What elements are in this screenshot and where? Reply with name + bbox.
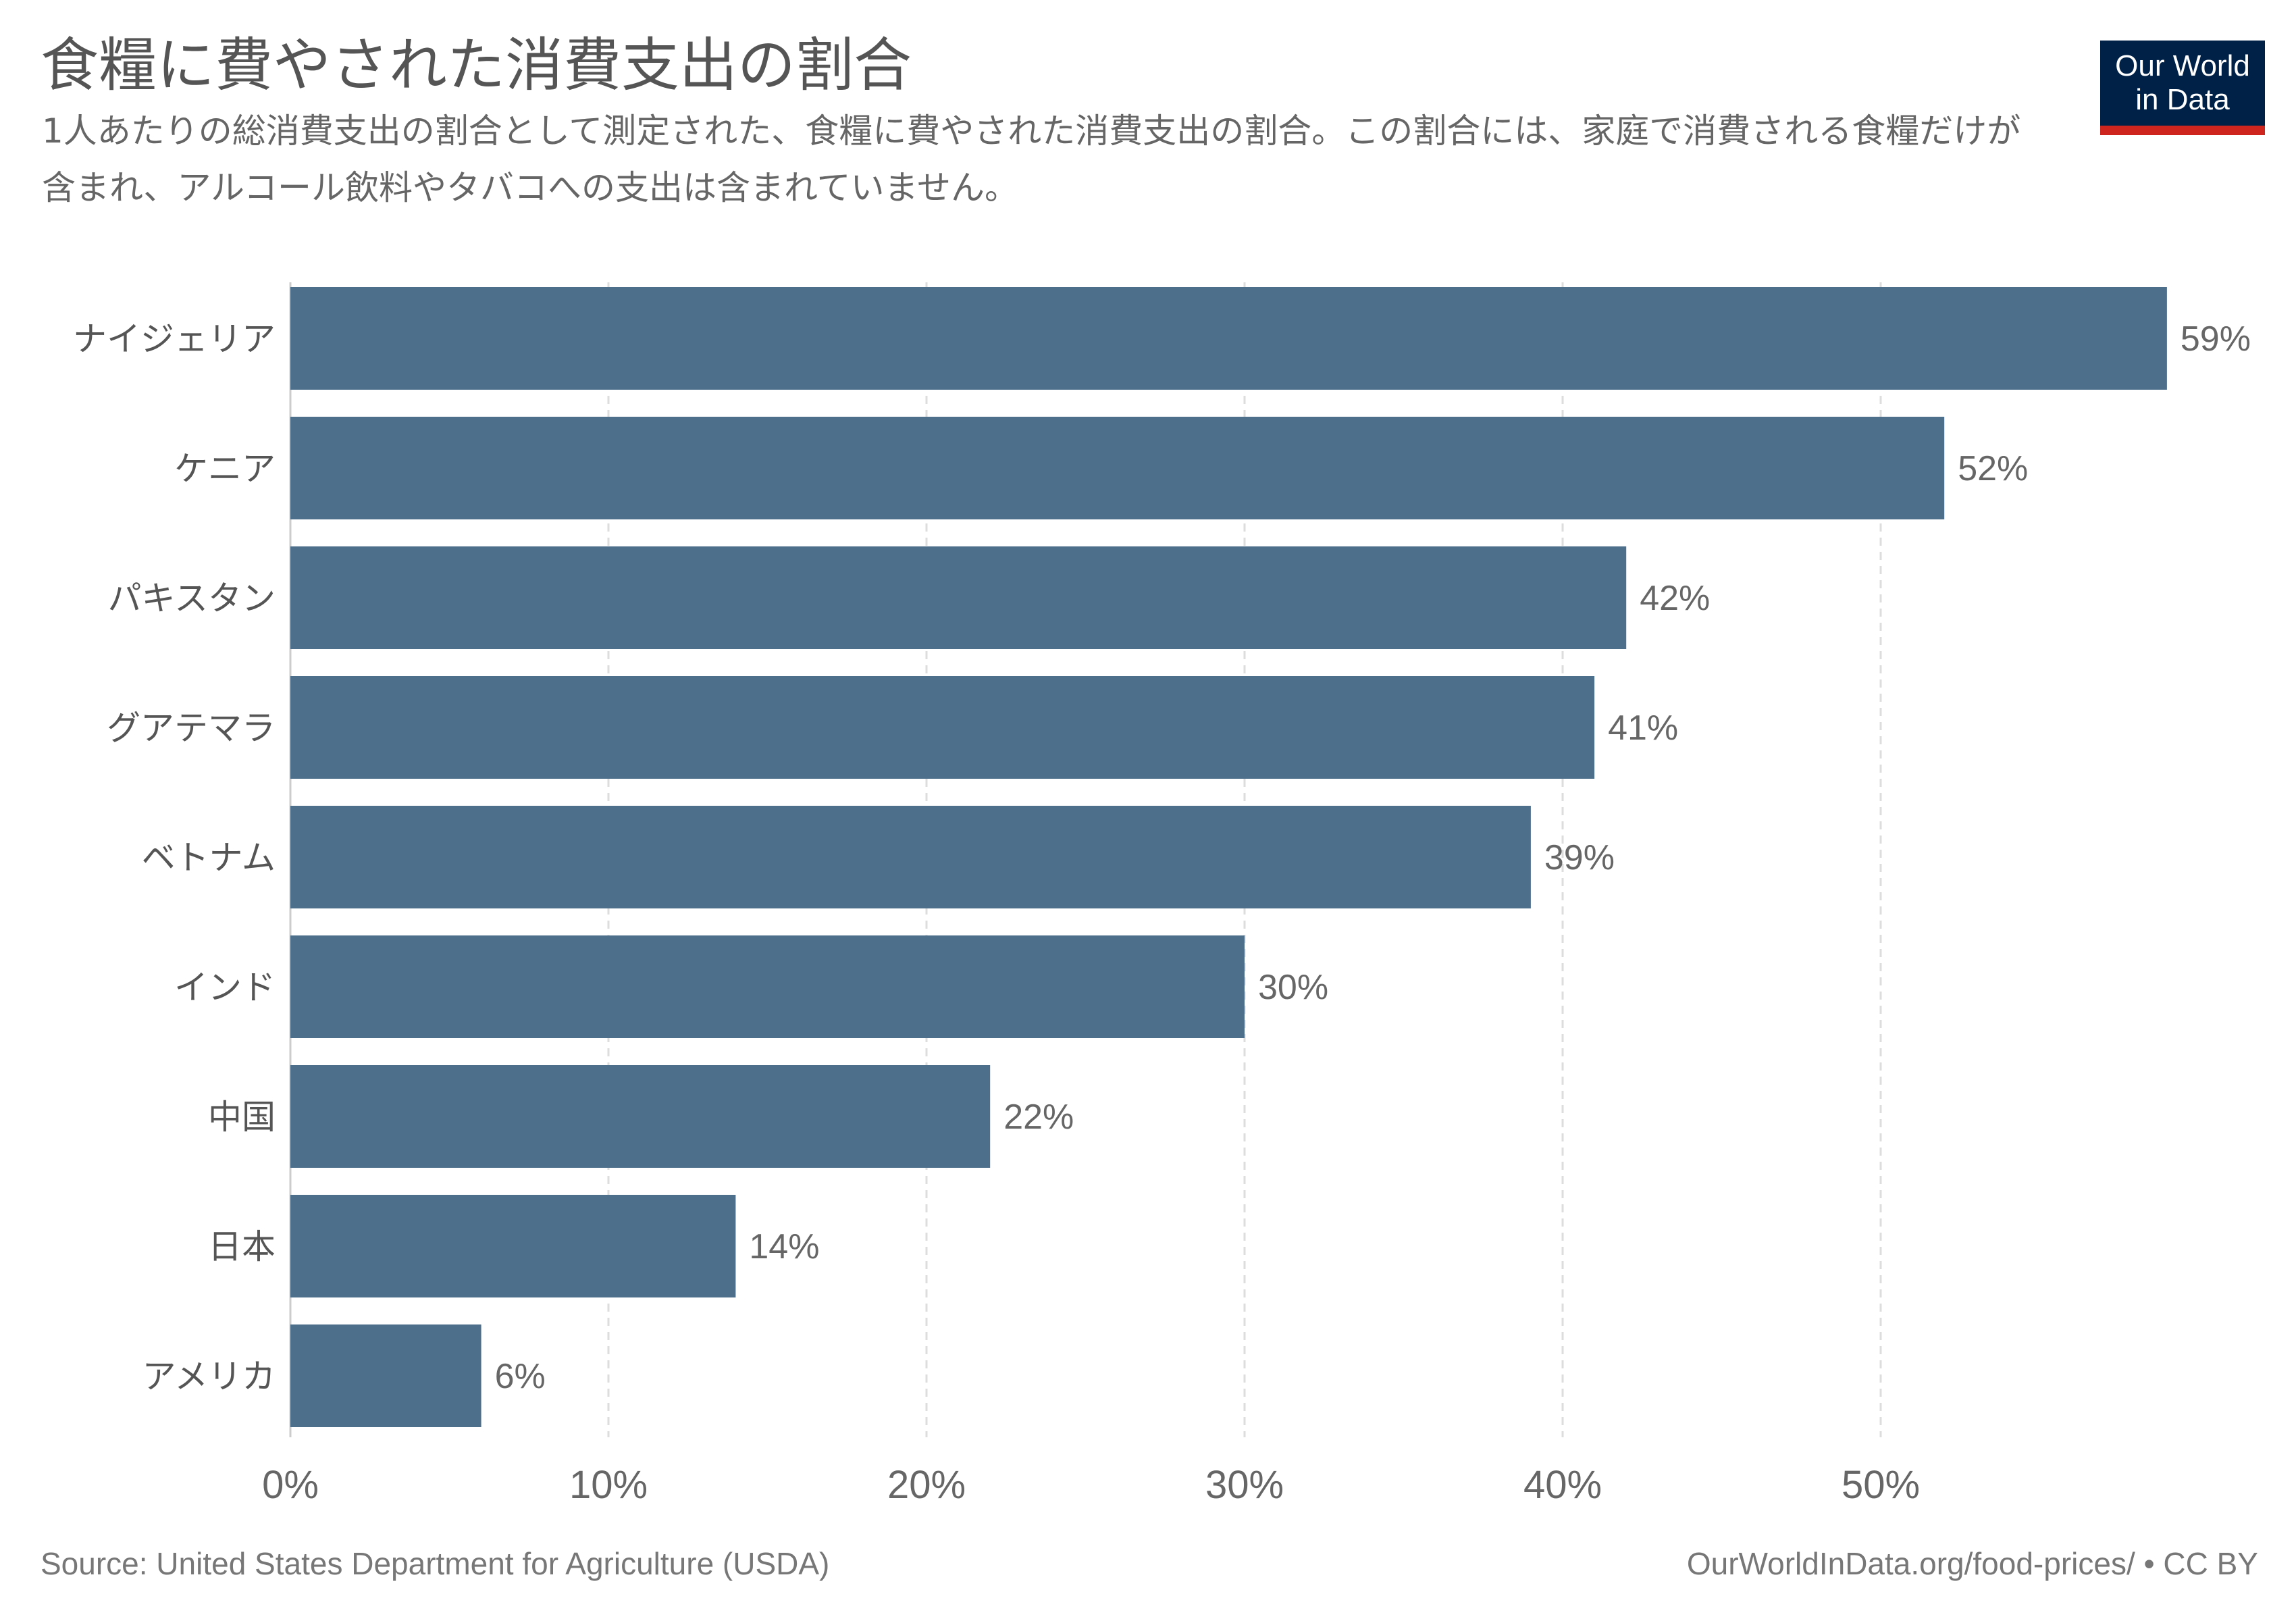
category-label: 日本 <box>208 1227 276 1266</box>
bar-7 <box>290 1195 736 1297</box>
labels: 0% 10% 20% 30% 40% 50% ナイジェリア 59% ケニア 52% パキスタン 42%… <box>73 319 2251 1507</box>
bar-8 <box>290 1324 481 1427</box>
x-tick-label: 30% <box>1205 1463 1284 1507</box>
x-tick-label: 50% <box>1842 1463 1920 1507</box>
license-note[interactable]: OurWorldInData.org/food-prices/ • CC BY <box>1686 1546 2258 1581</box>
value-label: 30% <box>1258 968 1328 1007</box>
chart-title: 食糧に費やされた消費支出の割合 <box>41 32 912 99</box>
bar-5 <box>290 935 1245 1038</box>
x-tick-label: 20% <box>887 1463 966 1507</box>
bar-6 <box>290 1065 991 1168</box>
bar-2 <box>290 546 1627 649</box>
source-note[interactable]: Source: United States Department for Agr… <box>41 1546 830 1581</box>
value-label: 59% <box>2181 319 2251 359</box>
category-label: インド <box>174 968 276 1007</box>
x-tick-label: 40% <box>1523 1463 1602 1507</box>
category-label: パキスタン <box>108 579 276 618</box>
value-label: 52% <box>1958 449 2028 488</box>
x-tick-label: 0% <box>262 1463 319 1507</box>
category-label: 中国 <box>208 1098 276 1137</box>
category-label: グアテマラ <box>107 709 276 748</box>
chart-subtitle: 1人あたりの総消費支出の割合として測定された、食糧に費やされた消費支出の割合。こ… <box>42 111 2021 207</box>
x-tick-label: 10% <box>569 1463 648 1507</box>
category-label: アメリカ <box>142 1357 276 1396</box>
value-label: 41% <box>1608 709 1678 748</box>
category-label: ベトナム <box>142 838 276 877</box>
value-label: 6% <box>495 1357 546 1396</box>
bars <box>290 287 2167 1427</box>
bar-chart: 0% 10% 20% 30% 40% 50% ナイジェリア 59% ケニア 52% パキスタン 42%… <box>73 282 2251 1507</box>
bar-3 <box>290 676 1595 779</box>
value-label: 42% <box>1640 579 1710 618</box>
category-label: ナイジェリア <box>73 319 276 359</box>
category-label: ケニア <box>174 449 276 488</box>
value-label: 22% <box>1003 1098 1074 1137</box>
bar-1 <box>290 417 1945 519</box>
bar-0 <box>290 287 2167 390</box>
logo-line-1: Our World <box>2115 49 2250 82</box>
logo-line-2: in Data <box>2135 83 2230 116</box>
owid-logo[interactable]: Our World in Data <box>2100 41 2265 135</box>
value-label: 39% <box>1544 838 1615 877</box>
bar-4 <box>290 806 1531 908</box>
value-label: 14% <box>749 1227 819 1266</box>
